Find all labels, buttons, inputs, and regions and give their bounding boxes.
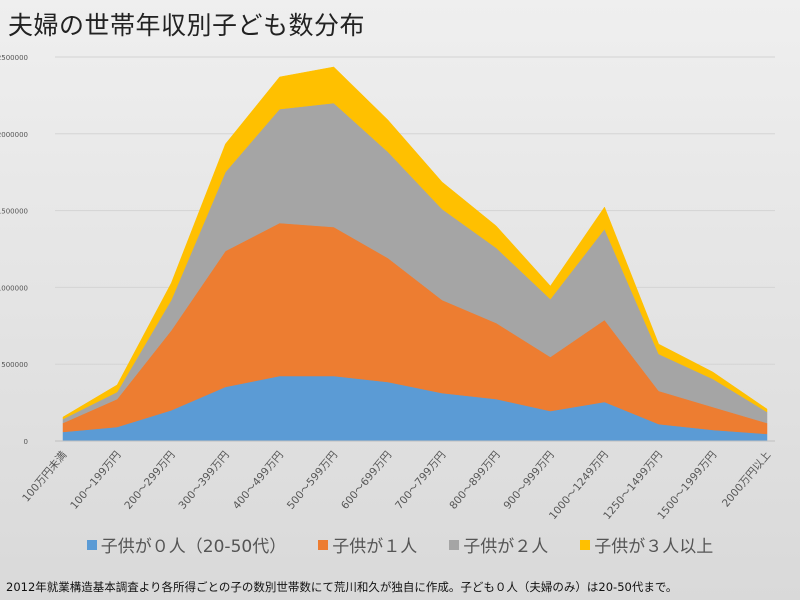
legend-label: 子供が２人 — [463, 537, 549, 557]
legend-swatch — [449, 539, 460, 550]
legend-item-3plus-children: 子供が３人以上 — [580, 532, 713, 557]
legend-label: 子供が３人以上 — [594, 537, 714, 557]
y-tick-label: 2000000 — [0, 131, 28, 139]
legend-item-1-child: 子供が１人 — [318, 532, 417, 557]
legend-swatch — [318, 539, 329, 550]
x-tick-label: 800～899万円 — [447, 449, 502, 512]
x-tick-label: 900～999万円 — [501, 449, 556, 512]
x-tick-label: 400～499万円 — [231, 449, 286, 512]
y-tick-label: 2500000 — [0, 54, 28, 62]
area-series-3 — [62, 66, 768, 420]
x-tick-label: 1250～1499万円 — [601, 449, 665, 522]
legend-label: 子供が０人（20-50代） — [100, 537, 287, 557]
y-tick-label: 1500000 — [0, 208, 28, 216]
legend: 子供が０人（20-50代） 子供が１人 子供が２人 子供が３人以上 — [0, 532, 800, 557]
stacked-area-chart: 0 500000 1000000 1500000 2000000 2500000 100万円… — [0, 54, 775, 522]
legend-label: 子供が１人 — [332, 537, 418, 557]
x-tick-label: 100～199万円 — [68, 449, 123, 512]
legend-swatch — [86, 539, 97, 550]
y-tick-label: 0 — [24, 438, 28, 446]
x-tick-label: 1500～1999万円 — [655, 449, 719, 522]
x-tick-label: 100万円未満 — [20, 449, 69, 505]
x-tick-label: 200～299万円 — [122, 449, 177, 512]
y-tick-label: 1000000 — [0, 284, 28, 292]
x-tick-label: 300～399万円 — [177, 449, 232, 512]
x-tick-label: 700～799万円 — [393, 449, 448, 512]
x-tick-label: 500～599万円 — [285, 449, 340, 512]
legend-swatch — [580, 539, 591, 550]
legend-item-0-children: 子供が０人（20-50代） — [86, 532, 287, 557]
x-tick-label: 1000～1249万円 — [547, 449, 611, 522]
footnote: 2012年就業構造基本調査より各所得ごとの子の数別世帯数にて荒川和久が独自に作成… — [6, 580, 678, 594]
chart-title: 夫婦の世帯年収別子ども数分布 — [8, 11, 366, 40]
x-tick-label: 2000万円以上 — [720, 449, 773, 509]
legend-item-2-children: 子供が２人 — [449, 532, 548, 557]
y-tick-label: 500000 — [1, 361, 28, 369]
x-tick-label: 600～699万円 — [339, 449, 394, 512]
